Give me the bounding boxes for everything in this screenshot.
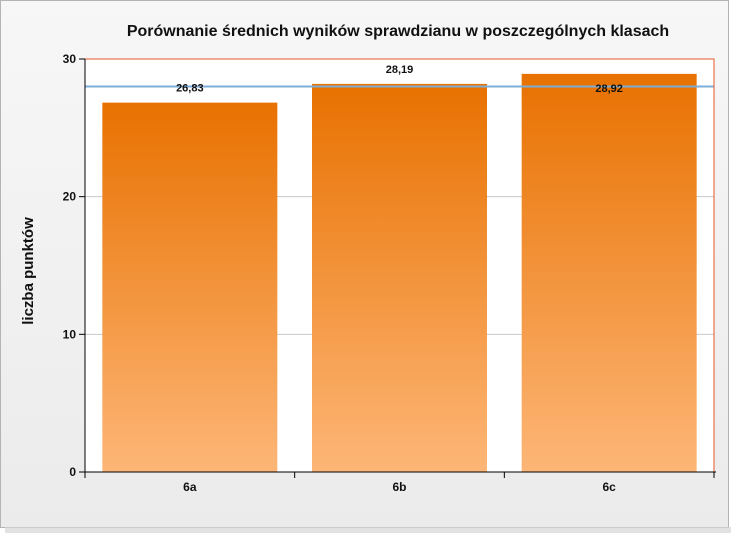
data-label-6c: 28,92: [595, 83, 623, 95]
x-tick-label-6b: 6b: [392, 480, 406, 494]
x-tick-label-6c: 6c: [602, 480, 616, 494]
y-axis-title: liczba punktów: [20, 217, 37, 325]
plot-area: 26,83 28,19 28,92 0 10 20 30 6a 6b 6c: [63, 52, 716, 494]
frame-shadow: [5, 527, 731, 533]
data-label-6b: 28,19: [386, 64, 414, 76]
y-tick-label-0: 0: [69, 465, 76, 479]
chart-title: Porównanie średnich wyników sprawdzianu …: [127, 23, 669, 40]
x-tick-label-6a: 6a: [183, 480, 197, 494]
bar-6b: [312, 83, 487, 472]
bar-6a: [102, 102, 278, 473]
data-label-6a: 26,83: [176, 83, 204, 95]
y-tick-label-3: 30: [63, 52, 77, 66]
y-tick-label-2: 20: [63, 190, 77, 204]
y-tick-label-1: 10: [63, 327, 77, 341]
bar-6c: [521, 73, 697, 473]
